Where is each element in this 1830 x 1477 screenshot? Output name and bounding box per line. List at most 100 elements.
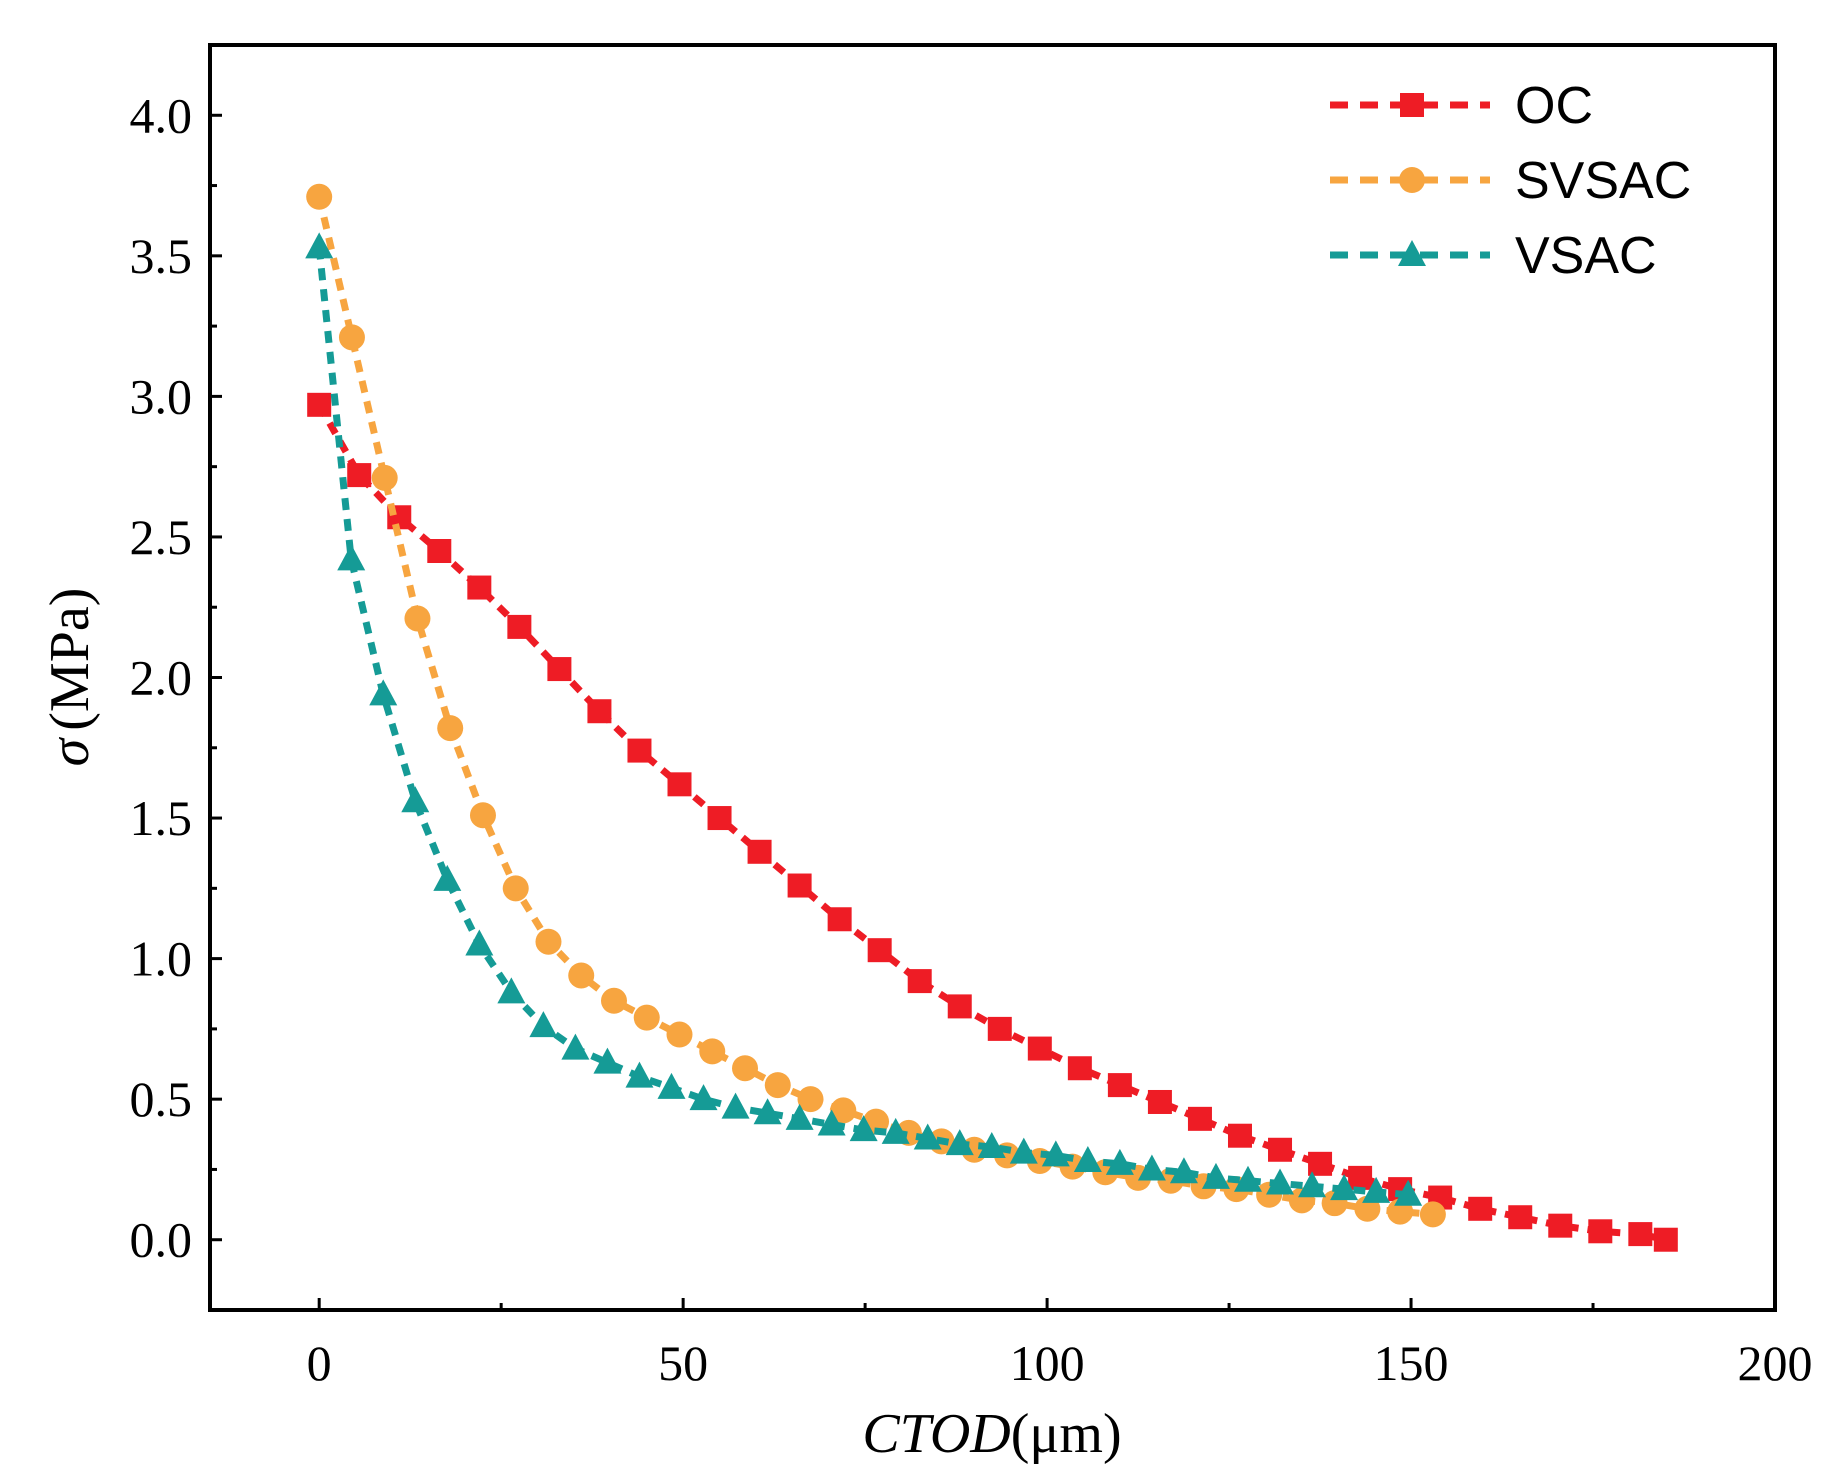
data-point-vsac xyxy=(1009,1137,1038,1164)
series-line-vsac xyxy=(315,247,1409,1199)
data-point-oc xyxy=(707,806,732,831)
legend-label-oc: OC xyxy=(1515,77,1593,135)
y-tick-label: 3.5 xyxy=(130,228,193,284)
y-tick-label: 4.0 xyxy=(130,87,193,143)
data-point-oc xyxy=(667,772,692,797)
data-point-svsac xyxy=(568,962,595,989)
data-point-oc xyxy=(1548,1213,1573,1238)
data-point-oc xyxy=(507,614,532,639)
x-tick-label: 100 xyxy=(1010,1335,1085,1391)
data-point-svsac xyxy=(600,987,627,1014)
legend-label-svsac: SVSAC xyxy=(1515,152,1691,210)
data-point-vsac xyxy=(465,929,494,956)
y-tick-label: 0.0 xyxy=(130,1212,193,1268)
x-tick-label: 0 xyxy=(307,1335,332,1391)
data-point-oc xyxy=(1227,1123,1252,1148)
data-point-vsac xyxy=(1233,1165,1262,1192)
data-point-oc xyxy=(467,575,492,600)
y-tick-label: 1.5 xyxy=(130,790,193,846)
data-point-vsac xyxy=(529,1011,558,1038)
data-point-vsac xyxy=(977,1131,1006,1158)
data-point-vsac xyxy=(337,544,366,571)
legend: OC SVSAC VSAC xyxy=(1330,77,1691,285)
data-point-vsac xyxy=(497,977,526,1004)
x-axis-ticks: 0 50 100 150 200 xyxy=(307,1298,1813,1391)
data-point-oc xyxy=(587,699,612,724)
data-point-svsac xyxy=(535,928,562,955)
data-point-oc xyxy=(747,839,772,864)
x-tick-label: 200 xyxy=(1738,1335,1813,1391)
data-point-oc xyxy=(1067,1056,1092,1081)
data-point-svsac xyxy=(633,1004,660,1031)
data-point-oc xyxy=(1628,1222,1653,1247)
data-point-svsac xyxy=(764,1072,791,1099)
data-point-svsac xyxy=(666,1021,693,1048)
data-point-vsac xyxy=(1394,1179,1423,1206)
legend-item-svsac: SVSAC xyxy=(1330,152,1691,210)
data-point-svsac xyxy=(338,324,365,351)
data-point-vsac xyxy=(785,1103,814,1130)
legend-marker-vsac xyxy=(1398,240,1426,266)
series-svsac xyxy=(306,183,1446,1228)
legend-label-vsac: VSAC xyxy=(1515,227,1657,285)
data-point-vsac xyxy=(849,1115,878,1142)
data-point-oc xyxy=(1588,1219,1613,1244)
data-point-svsac xyxy=(404,605,431,632)
data-point-oc xyxy=(427,539,452,563)
data-point-vsac xyxy=(1137,1154,1166,1181)
data-point-vsac xyxy=(1298,1171,1327,1198)
data-point-oc xyxy=(1508,1205,1533,1230)
data-point-vsac xyxy=(1169,1157,1198,1184)
data-point-oc xyxy=(1147,1089,1172,1114)
data-point-oc xyxy=(347,463,372,488)
data-point-vsac xyxy=(1330,1174,1359,1201)
series-vsac xyxy=(305,232,1423,1206)
data-point-oc xyxy=(1107,1073,1132,1098)
data-point-vsac xyxy=(593,1047,622,1074)
data-point-svsac xyxy=(699,1038,726,1065)
legend-item-oc: OC xyxy=(1330,77,1593,135)
data-point-oc xyxy=(947,994,972,1019)
legend-item-vsac: VSAC xyxy=(1330,227,1657,285)
series-line-oc xyxy=(316,403,1667,1244)
legend-marker-oc xyxy=(1400,93,1424,117)
data-point-vsac xyxy=(689,1084,718,1111)
data-point-svsac xyxy=(469,802,496,829)
data-point-oc xyxy=(867,938,892,963)
data-point-oc xyxy=(307,392,332,417)
y-axis-ticks: 0.0 0.5 1.0 1.5 2.0 2.5 3.0 3.5 4.0 xyxy=(130,43,222,1312)
data-point-vsac xyxy=(1266,1168,1295,1195)
data-point-oc xyxy=(1468,1196,1493,1221)
data-point-svsac xyxy=(1419,1201,1446,1228)
y-tick-label: 1.0 xyxy=(130,931,193,987)
data-point-vsac xyxy=(305,232,334,259)
data-point-vsac xyxy=(625,1061,654,1088)
data-point-vsac xyxy=(1201,1162,1230,1189)
data-point-vsac xyxy=(1041,1140,1070,1167)
data-point-oc xyxy=(1268,1137,1293,1162)
y-tick-label: 2.0 xyxy=(130,650,193,706)
data-point-oc xyxy=(1187,1106,1212,1131)
data-point-oc xyxy=(547,657,572,682)
data-point-vsac xyxy=(1073,1146,1102,1173)
data-point-oc xyxy=(1348,1165,1373,1190)
data-point-svsac xyxy=(306,183,333,210)
data-point-vsac xyxy=(433,864,462,891)
data-point-vsac xyxy=(817,1109,846,1136)
x-axis-title: CTOD(μm) xyxy=(862,1403,1121,1465)
data-point-vsac xyxy=(1362,1176,1391,1203)
data-point-oc xyxy=(827,907,852,932)
data-point-svsac xyxy=(797,1086,824,1113)
data-point-vsac xyxy=(945,1129,974,1156)
data-point-svsac xyxy=(830,1097,857,1124)
data-point-vsac xyxy=(913,1123,942,1150)
y-tick-label: 3.0 xyxy=(130,368,193,424)
data-point-vsac xyxy=(401,786,430,813)
data-point-vsac xyxy=(721,1092,750,1119)
series-oc xyxy=(307,392,1678,1252)
data-point-oc xyxy=(907,969,932,994)
data-point-vsac xyxy=(369,679,398,706)
data-series xyxy=(305,183,1678,1252)
y-axis-title: σ(MPa) xyxy=(39,588,101,767)
x-tick-label: 50 xyxy=(658,1335,708,1391)
